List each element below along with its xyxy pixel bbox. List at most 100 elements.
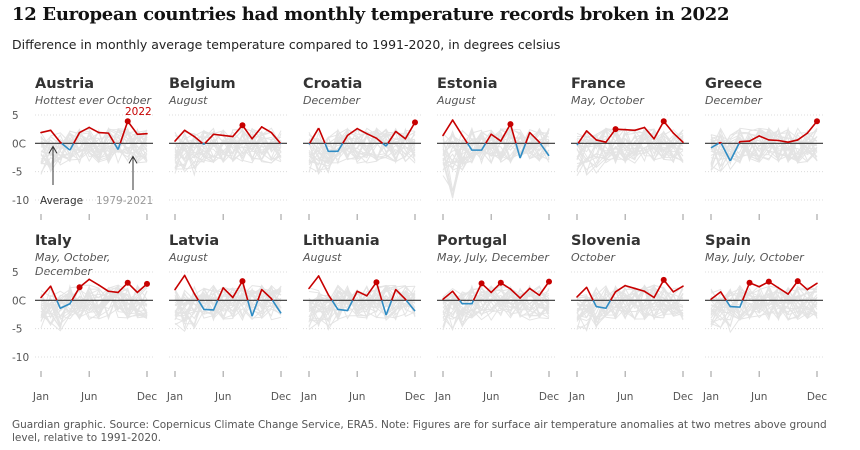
history-line	[308, 130, 416, 176]
series-2022-segment	[217, 287, 224, 301]
series-2022-segment	[203, 142, 206, 146]
country-name: Latvia	[169, 233, 219, 249]
history-line	[710, 127, 818, 164]
history-line	[308, 127, 416, 165]
history-line	[710, 284, 818, 324]
country-name: Croatia	[303, 76, 362, 92]
x-tick-label: Jan	[32, 391, 49, 403]
series-2022-segment	[509, 288, 521, 299]
x-tick-label: Jan	[166, 391, 183, 403]
history-line	[710, 288, 818, 329]
series-2022-segment	[337, 142, 344, 152]
history-line	[308, 287, 416, 319]
history-line	[710, 292, 818, 319]
series-2022-segment	[452, 290, 461, 301]
history-line	[40, 286, 148, 328]
history-line	[576, 140, 684, 164]
country-name: Spain	[705, 233, 751, 249]
panel-estonia: Estonia August	[436, 76, 555, 220]
series-2022-segment	[260, 126, 273, 134]
series-2022-segment	[595, 139, 607, 143]
series-2022-segment	[404, 121, 416, 140]
record-months-label: May, October,	[35, 251, 110, 264]
series-2022-segment	[107, 132, 116, 144]
series-2022-segment	[366, 132, 378, 140]
series-2022-segment	[270, 132, 282, 144]
record-point	[478, 280, 485, 287]
series-2022-segment	[59, 302, 71, 310]
series-2022-segment	[524, 132, 531, 144]
series-2022-segment	[375, 137, 384, 144]
series-2022-segment	[40, 129, 52, 134]
panel-france: France May, October	[571, 76, 689, 220]
series-2022-segment	[585, 130, 598, 141]
series-2022-segment	[308, 142, 311, 145]
history-line	[710, 284, 818, 321]
series-2022-segment	[390, 289, 397, 301]
series-2022-segment	[317, 127, 326, 144]
series-2022-segment	[758, 135, 770, 141]
series-2022-segment	[308, 275, 320, 290]
history-line	[442, 128, 550, 172]
series-2022-segment	[739, 140, 751, 143]
country-name: France	[571, 76, 626, 92]
panel-portugal: Portugal May, July, December Jan Jun Dec	[434, 233, 559, 403]
series-2022-segment	[251, 126, 263, 140]
series-2022-segment	[203, 308, 215, 311]
history-line	[308, 286, 416, 325]
history-line	[442, 286, 550, 318]
series-2022-segment	[634, 126, 646, 132]
series-2022-segment	[442, 290, 454, 301]
series-2022-segment	[576, 142, 579, 146]
history-line	[710, 134, 818, 165]
series-2022-segment	[528, 131, 541, 143]
panel-latvia: Latvia August Jan Jun Dec	[166, 233, 291, 403]
series-2022-segment	[346, 127, 358, 137]
series-2022-segment	[719, 141, 722, 144]
history-line	[576, 127, 684, 171]
history-line	[576, 135, 684, 163]
country-name: Belgium	[169, 76, 236, 92]
series-2022-segment	[595, 305, 607, 310]
record-point	[746, 279, 753, 286]
series-2022-segment	[174, 274, 186, 291]
panel-croatia: Croatia December	[303, 76, 421, 220]
series-2022-segment	[585, 286, 594, 301]
history-line	[174, 127, 282, 163]
history-line	[174, 286, 282, 325]
series-2022-segment	[98, 284, 110, 293]
record-point	[660, 118, 667, 125]
series-2022-segment	[107, 290, 119, 294]
series-2022-segment	[624, 284, 636, 290]
series-2022-segment	[528, 287, 541, 297]
series-2022-segment	[342, 134, 349, 144]
panel-belgium: Belgium August	[168, 76, 287, 220]
record-point	[612, 126, 619, 133]
country-name: Greece	[705, 76, 762, 92]
series-2022-segment	[324, 143, 330, 152]
history-line	[174, 284, 282, 325]
history-line	[174, 291, 282, 320]
record-months-label: May, July, October	[705, 251, 805, 264]
history-line	[442, 128, 550, 199]
series-2022-segment	[88, 126, 100, 134]
panel-spain: Spain May, July, October Jan Jun Dec	[702, 233, 827, 403]
record-point	[412, 119, 418, 126]
country-name: Lithuania	[303, 233, 380, 249]
history-line	[576, 128, 684, 161]
series-2022-segment	[56, 300, 62, 309]
series-2022-segment	[117, 143, 121, 150]
series-2022-segment	[40, 285, 52, 299]
history-line	[174, 136, 282, 173]
history-line	[40, 288, 148, 318]
x-tick-label: Dec	[405, 391, 426, 403]
x-tick-label: Dec	[673, 391, 694, 403]
record-point	[546, 278, 552, 285]
series-2022-segment	[183, 129, 196, 138]
series-2022-segment	[729, 142, 740, 162]
series-2022-segment	[69, 299, 73, 305]
series-2022-segment	[251, 300, 259, 317]
record-months-label: December	[705, 94, 764, 107]
series-2022-segment	[113, 142, 119, 150]
series-2022-segment	[653, 279, 665, 299]
